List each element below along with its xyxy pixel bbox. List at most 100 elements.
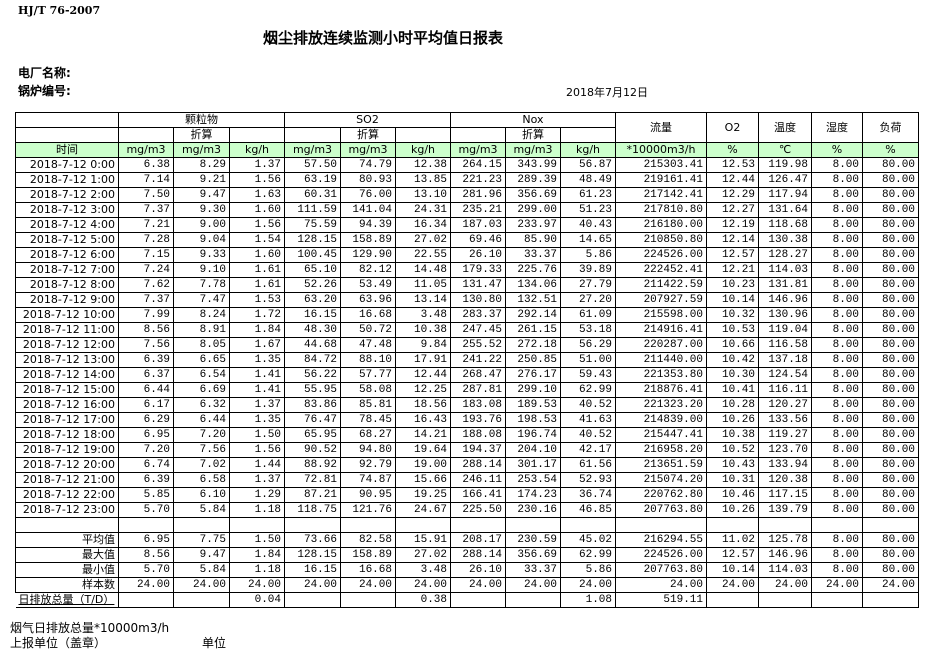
- value-cell: 224526.00: [615, 547, 707, 563]
- value-cell: 183.08: [450, 397, 506, 413]
- report-table: 颗粒物 SO2 Nox 流量 O2 温度 湿度 负荷 折算 折算 折算 时间 m…: [15, 112, 919, 608]
- value-cell: 62.99: [560, 547, 616, 563]
- value-cell: 139.79: [758, 502, 812, 518]
- value-cell: 48.49: [560, 172, 616, 188]
- value-cell: 24.31: [395, 202, 451, 218]
- value-cell: 6.69: [173, 382, 230, 398]
- value-cell: 8.00: [811, 502, 863, 518]
- value-cell: 72.81: [284, 472, 341, 488]
- header-blank: [560, 127, 616, 143]
- value-cell: 33.37: [505, 247, 561, 263]
- unit-cell: mg/m3: [173, 142, 230, 158]
- value-cell: 69.46: [450, 232, 506, 248]
- header-blank: [15, 112, 119, 128]
- value-cell: 12.14: [706, 232, 759, 248]
- value-cell: 241.22: [450, 352, 506, 368]
- table-row: 2018-7-12 7:00 7.24 9.10 1.61 65.10 82.12 14.4…: [15, 262, 919, 278]
- value-cell: 1.53: [229, 292, 285, 308]
- value-cell: 7.50: [118, 187, 174, 203]
- value-cell: 36.74: [560, 487, 616, 503]
- value-cell: 78.45: [340, 412, 396, 428]
- value-cell: 116.58: [758, 337, 812, 353]
- value-cell: 40.52: [560, 397, 616, 413]
- value-cell: 230.16: [505, 502, 561, 518]
- value-cell: 8.91: [173, 322, 230, 338]
- value-cell: 24.00: [118, 577, 174, 593]
- row-label: 2018-7-12 6:00: [15, 247, 119, 263]
- value-cell: 7.62: [118, 277, 174, 293]
- value-cell: 41.63: [560, 412, 616, 428]
- value-cell: 217142.41: [615, 187, 707, 203]
- value-cell: 6.95: [118, 427, 174, 443]
- value-cell: 51.00: [560, 352, 616, 368]
- value-cell: 65.10: [284, 262, 341, 278]
- value-cell: 116.11: [758, 382, 812, 398]
- value-cell: 1.84: [229, 322, 285, 338]
- value-cell: 8.00: [811, 187, 863, 203]
- value-cell: 1.60: [229, 247, 285, 263]
- value-cell: 57.50: [284, 157, 341, 173]
- value-cell: 87.21: [284, 487, 341, 503]
- value-cell: 24.00: [758, 577, 812, 593]
- value-cell: 14.65: [560, 232, 616, 248]
- value-cell: 74.87: [340, 472, 396, 488]
- value-cell: 19.64: [395, 442, 451, 458]
- value-cell: 22.55: [395, 247, 451, 263]
- value-cell: 1.37: [229, 397, 285, 413]
- value-cell: 9.33: [173, 247, 230, 263]
- unit-cell: %: [862, 142, 919, 158]
- value-cell: 80.00: [862, 457, 919, 473]
- value-cell: 10.38: [395, 322, 451, 338]
- value-cell: 8.00: [811, 217, 863, 233]
- table-row: 2018-7-12 3:00 7.37 9.30 1.60 111.59 141.04 24…: [15, 202, 919, 218]
- value-cell: 8.05: [173, 337, 230, 353]
- value-cell: 264.15: [450, 157, 506, 173]
- value-cell: 5.70: [118, 562, 174, 578]
- value-cell: 119.04: [758, 322, 812, 338]
- value-cell: 76.00: [340, 187, 396, 203]
- value-cell: 18.56: [395, 397, 451, 413]
- value-cell: 9.21: [173, 172, 230, 188]
- value-cell: 8.00: [811, 232, 863, 248]
- value-cell: 10.14: [706, 292, 759, 308]
- value-cell: 8.00: [811, 202, 863, 218]
- value-cell: 10.32: [706, 307, 759, 323]
- value-cell: 19.25: [395, 487, 451, 503]
- value-cell: 19.00: [395, 457, 451, 473]
- value-cell: 50.72: [340, 322, 396, 338]
- value-cell: 214839.00: [615, 412, 707, 428]
- value-cell: 233.97: [505, 217, 561, 233]
- value-cell: [395, 517, 451, 533]
- value-cell: 288.14: [450, 547, 506, 563]
- value-cell: 15.66: [395, 472, 451, 488]
- value-cell: 158.89: [340, 232, 396, 248]
- value-cell: 51.23: [560, 202, 616, 218]
- value-cell: 12.25: [395, 382, 451, 398]
- value-cell: 7.37: [118, 292, 174, 308]
- value-cell: [811, 592, 863, 608]
- unit-cell: kg/h: [229, 142, 285, 158]
- row-label: 2018-7-12 19:00: [15, 442, 119, 458]
- value-cell: 6.54: [173, 367, 230, 383]
- value-cell: 7.20: [173, 427, 230, 443]
- value-cell: 56.29: [560, 337, 616, 353]
- row-label: 2018-7-12 17:00: [15, 412, 119, 428]
- value-cell: 80.00: [862, 562, 919, 578]
- value-cell: 119.98: [758, 157, 812, 173]
- header-blank: [395, 127, 451, 143]
- value-cell: 222452.41: [615, 262, 707, 278]
- value-cell: 10.23: [706, 277, 759, 293]
- table-row: 2018-7-12 5:00 7.28 9.04 1.54 128.15 158.89 27…: [15, 232, 919, 248]
- value-cell: 1.61: [229, 262, 285, 278]
- value-cell: 80.00: [862, 277, 919, 293]
- value-cell: 5.84: [173, 562, 230, 578]
- value-cell: 13.14: [395, 292, 451, 308]
- row-label: 2018-7-12 15:00: [15, 382, 119, 398]
- value-cell: [450, 592, 506, 608]
- value-cell: 76.47: [284, 412, 341, 428]
- value-cell: 65.95: [284, 427, 341, 443]
- value-cell: 131.81: [758, 277, 812, 293]
- value-cell: [340, 517, 396, 533]
- value-cell: 5.85: [118, 487, 174, 503]
- value-cell: 44.68: [284, 337, 341, 353]
